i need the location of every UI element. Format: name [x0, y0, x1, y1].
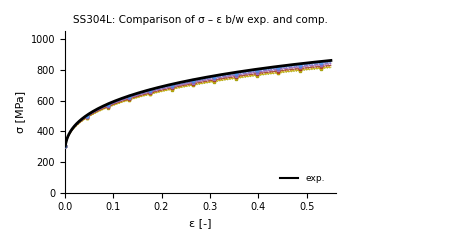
- X-axis label: ε [-]: ε [-]: [189, 218, 211, 228]
- Title: SS304L: Comparison of σ – ε b/w exp. and comp.: SS304L: Comparison of σ – ε b/w exp. and…: [73, 15, 328, 25]
- Legend: exp.: exp.: [276, 170, 328, 187]
- Y-axis label: σ [MPa]: σ [MPa]: [15, 91, 25, 133]
